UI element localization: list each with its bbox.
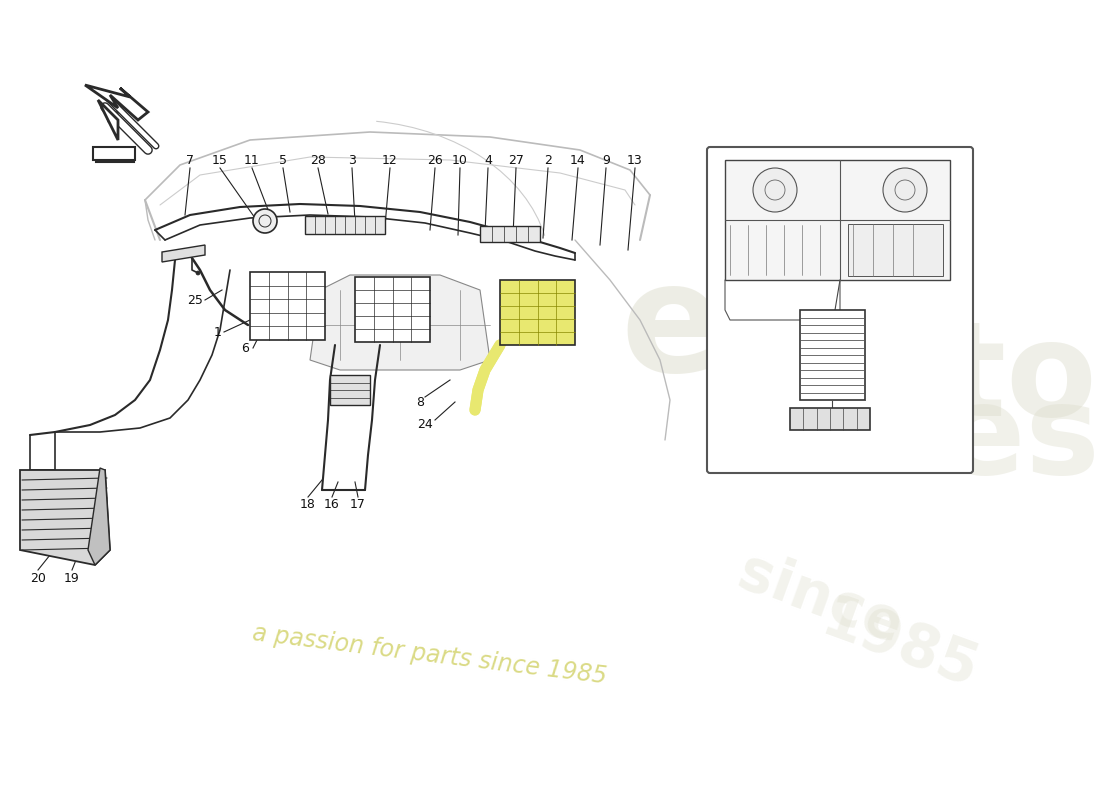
Circle shape bbox=[196, 271, 200, 275]
Bar bbox=[725, 160, 950, 280]
Bar bbox=[250, 272, 324, 340]
Text: a passion for parts since 1985: a passion for parts since 1985 bbox=[252, 622, 608, 689]
Text: 1985: 1985 bbox=[814, 590, 986, 699]
Text: 10: 10 bbox=[452, 154, 468, 166]
Circle shape bbox=[754, 168, 798, 212]
Polygon shape bbox=[98, 100, 118, 140]
Text: 9: 9 bbox=[602, 154, 609, 166]
Bar bbox=[480, 226, 540, 242]
Bar bbox=[848, 224, 943, 276]
Text: 21: 21 bbox=[739, 346, 757, 358]
Bar bbox=[800, 310, 865, 400]
Text: 22: 22 bbox=[739, 363, 757, 377]
Polygon shape bbox=[20, 470, 110, 565]
Text: 23: 23 bbox=[739, 382, 757, 394]
Text: auto-: auto- bbox=[760, 317, 1100, 443]
Text: 8: 8 bbox=[416, 395, 424, 409]
Text: 25: 25 bbox=[187, 294, 202, 306]
Bar bbox=[96, 150, 134, 162]
Polygon shape bbox=[85, 85, 148, 120]
Text: 14: 14 bbox=[570, 154, 586, 166]
Text: 27: 27 bbox=[508, 154, 524, 166]
Circle shape bbox=[883, 168, 927, 212]
Text: 16: 16 bbox=[324, 498, 340, 511]
Circle shape bbox=[253, 209, 277, 233]
Bar bbox=[305, 216, 385, 234]
Text: 19: 19 bbox=[64, 571, 80, 585]
Text: 3: 3 bbox=[348, 154, 356, 166]
Text: 26: 26 bbox=[427, 154, 443, 166]
Text: 4: 4 bbox=[484, 154, 492, 166]
Text: 6: 6 bbox=[241, 342, 249, 354]
Polygon shape bbox=[162, 245, 205, 262]
Text: 2: 2 bbox=[544, 154, 552, 166]
Bar bbox=[94, 147, 135, 160]
Text: since: since bbox=[730, 544, 910, 656]
Text: 17: 17 bbox=[350, 498, 366, 511]
Text: 11: 11 bbox=[244, 154, 260, 166]
Text: 28: 28 bbox=[310, 154, 326, 166]
Bar bbox=[500, 280, 575, 345]
Text: 12: 12 bbox=[382, 154, 398, 166]
Text: 15: 15 bbox=[212, 154, 228, 166]
Text: 1: 1 bbox=[214, 326, 222, 338]
Text: 7: 7 bbox=[186, 154, 194, 166]
Text: 5: 5 bbox=[279, 154, 287, 166]
Text: 20: 20 bbox=[30, 571, 46, 585]
Text: res: res bbox=[880, 379, 1100, 501]
Bar bbox=[790, 408, 870, 430]
Text: ec-: ec- bbox=[620, 255, 878, 405]
Text: 13: 13 bbox=[627, 154, 642, 166]
Bar bbox=[355, 277, 430, 342]
Text: 24: 24 bbox=[417, 418, 433, 431]
Text: 18: 18 bbox=[300, 498, 316, 511]
Polygon shape bbox=[310, 275, 490, 370]
FancyBboxPatch shape bbox=[707, 147, 974, 473]
Bar bbox=[330, 375, 370, 405]
Polygon shape bbox=[88, 468, 110, 565]
